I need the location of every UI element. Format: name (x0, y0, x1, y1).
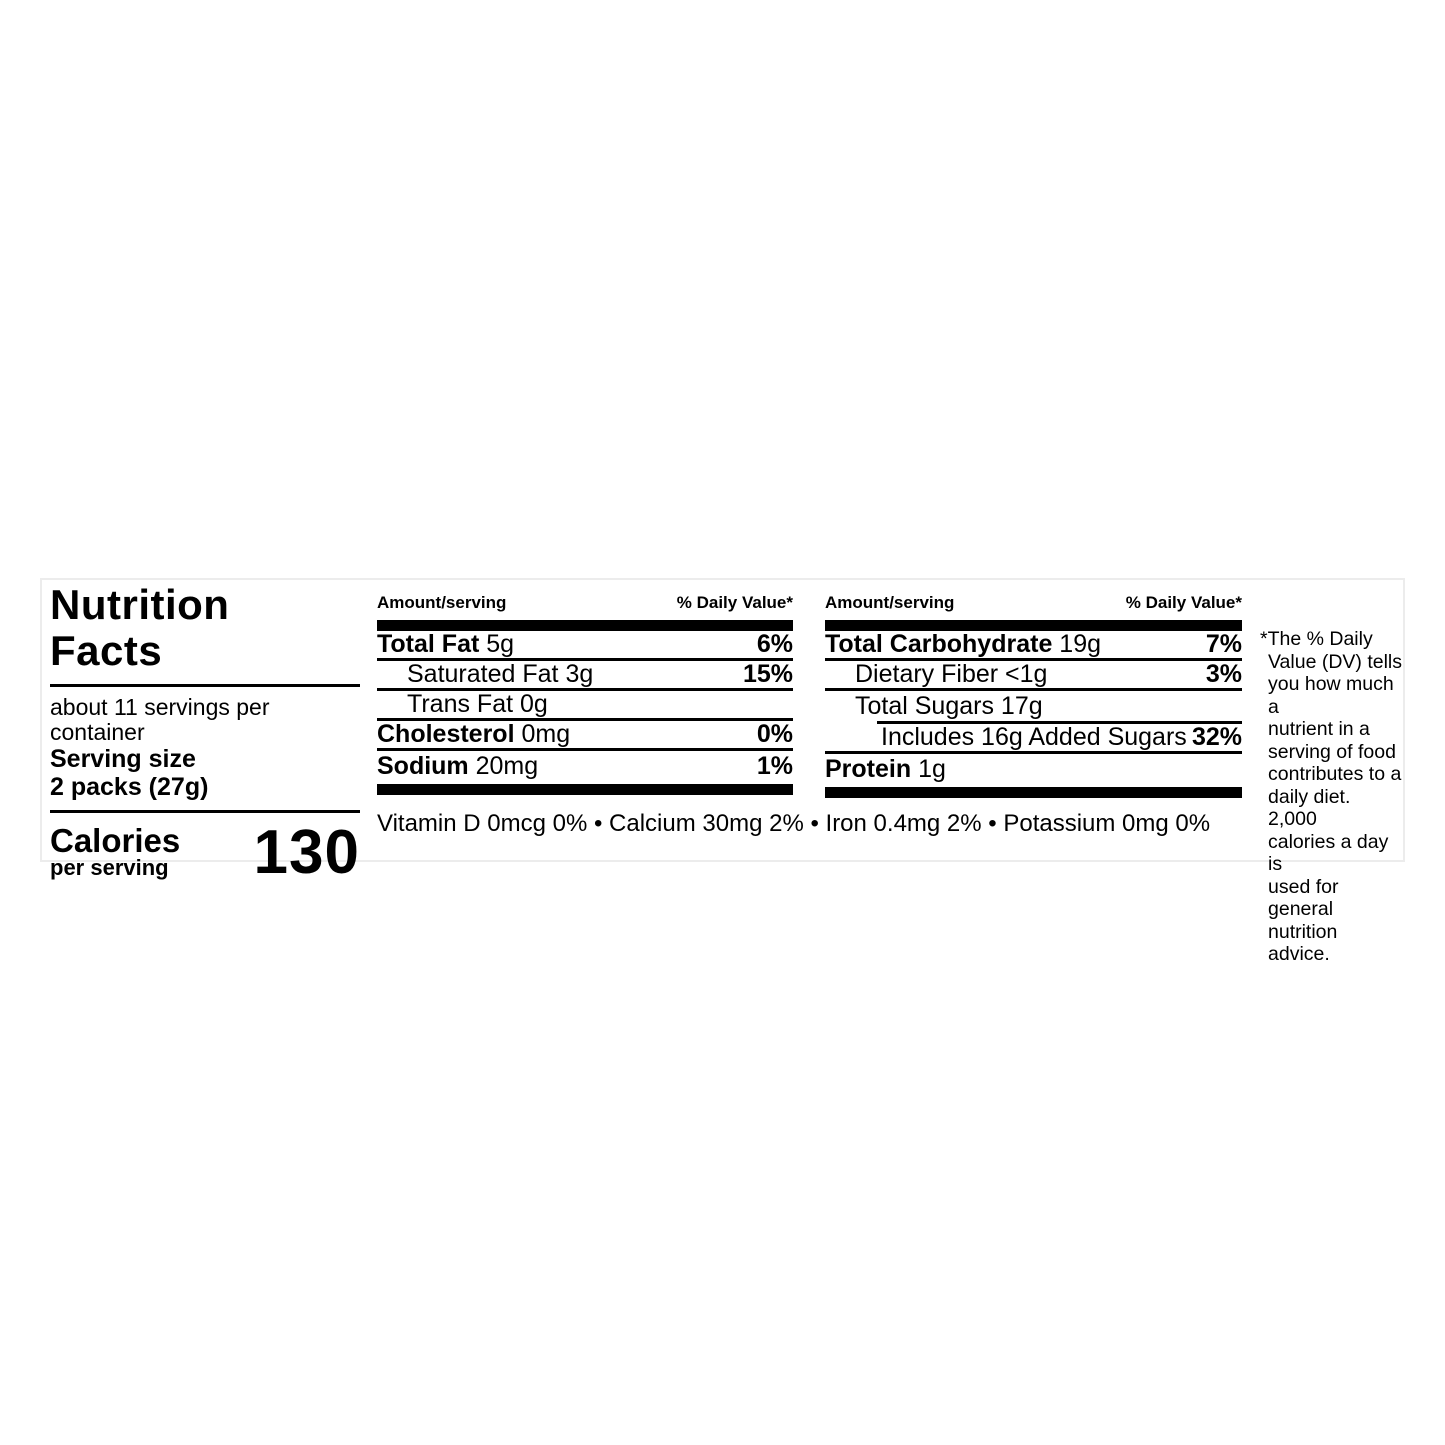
micronutrients-line: Vitamin D 0mcg 0% • Calcium 30mg 2% • Ir… (377, 810, 1211, 837)
nutrient-row: Dietary Fiber <1g 3% (825, 660, 1242, 691)
nutrient-column-fat: Amount/serving % Daily Value* Total Fat … (377, 593, 793, 795)
thick-bar-bottom (825, 787, 1242, 798)
nutrient-name: Dietary Fiber <1g (855, 660, 1048, 688)
daily-value: 6% (756, 630, 793, 658)
thick-bar-top (377, 620, 793, 631)
title-line-1: Nutrition (50, 581, 230, 628)
nutrient-row: Total Carbohydrate 19g 7% (825, 630, 1242, 661)
title-line-2: Facts (50, 627, 163, 674)
nutrient-name: Includes 16g Added Sugars (881, 723, 1187, 751)
nutrient-name: Protein 1g (825, 754, 946, 783)
column-header: Amount/serving % Daily Value* (377, 593, 793, 620)
nutrient-row: Includes 16g Added Sugars 32% (825, 723, 1242, 754)
daily-value: 0% (756, 720, 793, 748)
nutrient-name: Total Carbohydrate 19g (825, 630, 1102, 658)
nutrition-facts-panel: Nutrition Facts about 11 servings per co… (40, 578, 1405, 965)
nutrient-name: Total Sugars 17g (855, 691, 1043, 720)
amount-serving-header: Amount/serving (825, 593, 955, 612)
nutrient-row: Protein 1g (825, 754, 1242, 784)
nutrient-name: Total Fat 5g (377, 630, 515, 658)
nutrient-row: Cholesterol 0mg 0% (377, 720, 793, 751)
daily-value: 32% (1191, 723, 1242, 751)
divider (50, 810, 360, 813)
nutrient-row: Trans Fat 0g (377, 690, 793, 721)
nutrient-name: Trans Fat 0g (407, 690, 548, 718)
nutrient-rows: Total Carbohydrate 19g 7% Dietary Fiber <1… (825, 630, 1242, 798)
nutrient-rows: Total Fat 5g 6% Saturated Fat 3g 15% Trans F… (377, 630, 793, 795)
nutrient-name: Saturated Fat 3g (407, 660, 594, 688)
thick-bar-bottom (377, 784, 793, 795)
panel-title: Nutrition Facts (50, 582, 360, 674)
daily-value: 3% (1205, 660, 1242, 688)
servings-per-container: about 11 servings per container (50, 694, 270, 745)
daily-value: 15% (742, 660, 793, 688)
nutrient-row: Total Sugars 17g (825, 691, 1242, 721)
nutrient-row: Total Fat 5g 6% (377, 630, 793, 661)
calories-value: 130 (253, 818, 360, 887)
serving-size-value: 2 packs (27g) (50, 773, 209, 801)
daily-value: 7% (1205, 630, 1242, 658)
nutrient-name: Cholesterol 0mg (377, 720, 571, 748)
divider (50, 684, 360, 687)
nutrient-row: Sodium 20mg 1% (377, 751, 793, 781)
calories-sublabel: per serving (50, 855, 169, 880)
daily-value: 1% (756, 751, 793, 780)
calories-labels: Calories per serving (50, 822, 181, 880)
nutrient-row: Saturated Fat 3g 15% (377, 660, 793, 691)
thick-bar-top (825, 620, 1242, 631)
calories-label: Calories (50, 822, 181, 859)
serving-size-label: Serving size (50, 745, 196, 773)
daily-value-header: % Daily Value* (676, 593, 793, 612)
nutrient-name: Sodium 20mg (377, 751, 539, 780)
daily-value-footnote: *The % Daily Value (DV) tells you how mu… (1260, 628, 1403, 965)
nutrient-column-carbohydrate: Amount/serving % Daily Value* Total Carb… (825, 593, 1242, 798)
column-header: Amount/serving % Daily Value* (825, 593, 1242, 620)
amount-serving-header: Amount/serving (377, 593, 507, 612)
left-panel: Nutrition Facts about 11 servings per co… (50, 582, 360, 887)
daily-value-header: % Daily Value* (1125, 593, 1242, 612)
calories-row: Calories per serving 130 (50, 818, 360, 887)
indented-divider (877, 721, 1242, 724)
